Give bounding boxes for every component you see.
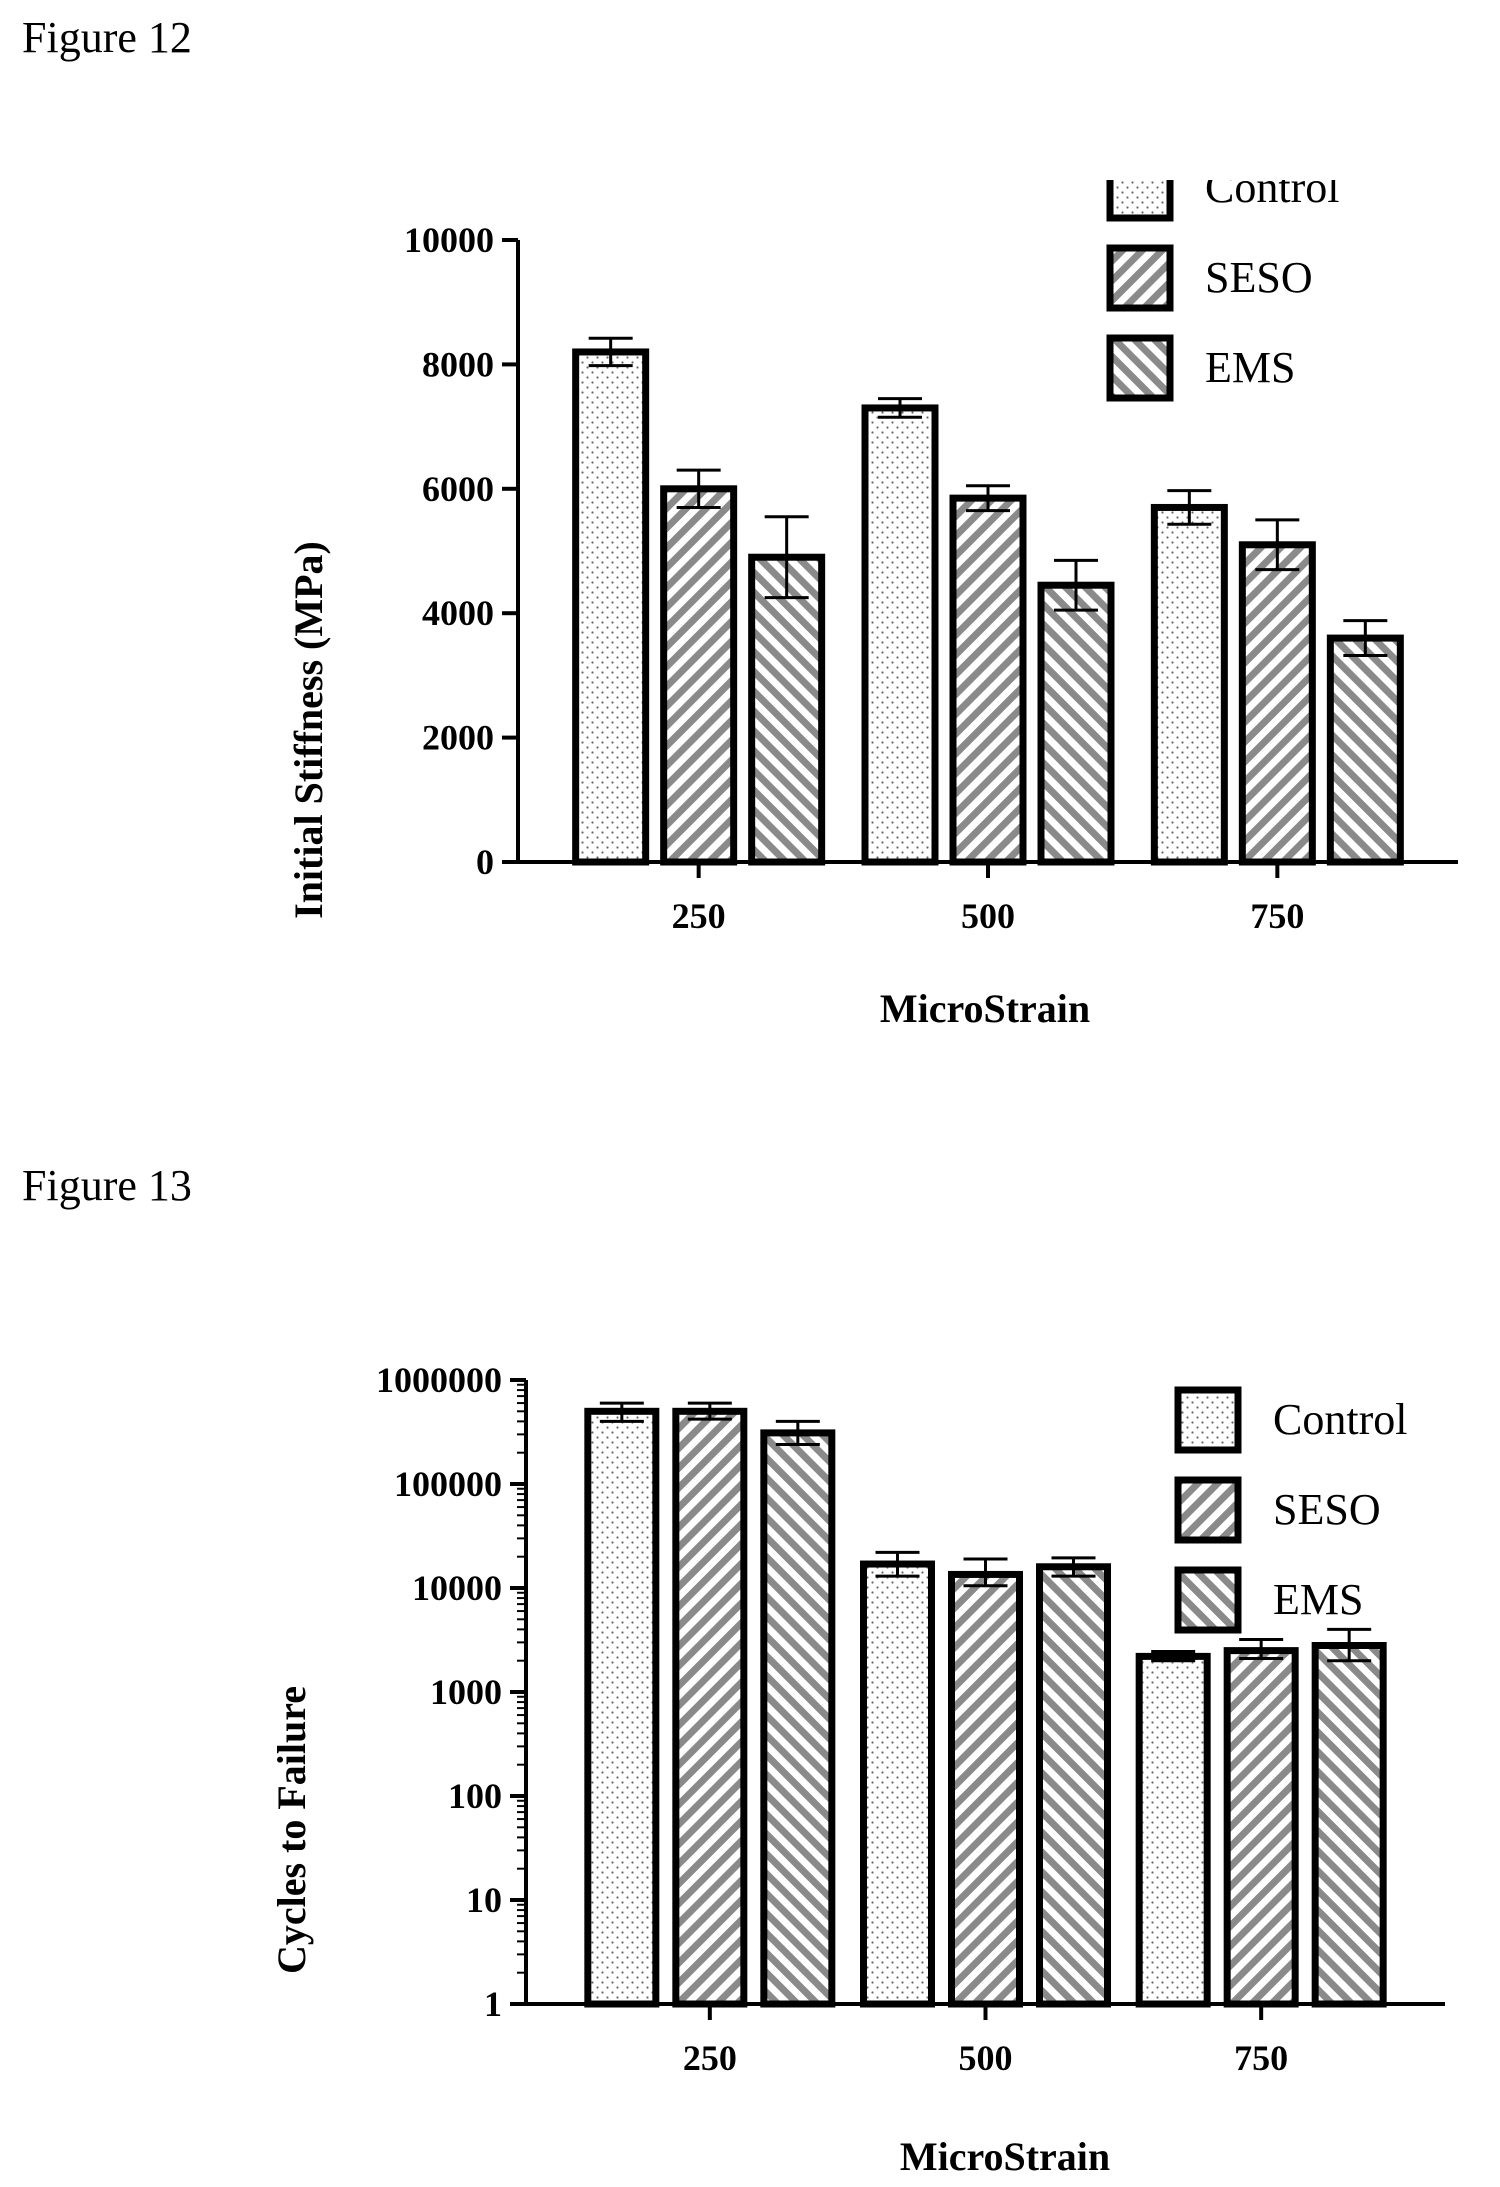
error-bar-ems-500 (1054, 558, 1098, 612)
error-bar-seso-750 (1255, 518, 1300, 572)
y-tick-label-1: 1 (484, 1984, 502, 2024)
error-bar-seso-750 (1239, 1637, 1284, 1660)
bar-control-750 (1150, 503, 1228, 866)
legend-swatch (1106, 334, 1174, 402)
x-tick-label-250: 250 (683, 2038, 737, 2078)
y-tick-label-6000: 6000 (422, 469, 494, 509)
error-bar-control-500 (875, 1550, 920, 1578)
error-bar-ems-750 (1327, 1627, 1372, 1663)
plot-area (584, 1401, 1387, 2008)
bar-ems-250 (748, 553, 826, 866)
y-tick-label-0: 0 (476, 842, 494, 882)
error-bar-seso-500 (966, 484, 1010, 513)
legend-swatch (1174, 1566, 1242, 1634)
error-bar-ems-250 (775, 1419, 820, 1446)
x-tick-label-750: 750 (1250, 896, 1304, 936)
bar-ems-750 (1326, 634, 1404, 866)
bar-ems-250 (760, 1429, 836, 2008)
axes: 1 10 100 1000 10000 100000 1000000 250 500 750 (376, 1360, 1445, 2078)
bar-seso-250 (672, 1407, 748, 2008)
legend-item-ems: EMS (1174, 1566, 1363, 1634)
legend-item-control: Control (1174, 1386, 1407, 1454)
figure-12-label: Figure 12 (22, 13, 192, 62)
bar-control-250 (584, 1407, 660, 2008)
x-axis-title: MicroStrain (880, 986, 1090, 1031)
y-tick-label-2000: 2000 (422, 718, 494, 758)
legend: Control SESO EMS (1174, 1386, 1407, 1634)
figure-13-label: Figure 13 (22, 1161, 192, 1210)
y-tick-label-1000000: 1000000 (376, 1360, 502, 1400)
bar-control-250 (572, 348, 650, 866)
bar-seso-500 (948, 1570, 1023, 2008)
axes: 0 2000 4000 6000 8000 10000 250 500 750 (404, 220, 1458, 936)
y-axis-title: Cycles to Failure (269, 1686, 314, 1974)
y-axis-title: Initial Stiffness (MPa) (286, 541, 331, 919)
y-tick-label-10000: 10000 (404, 220, 494, 260)
legend: Control SESO EMS (1106, 180, 1339, 402)
error-bar-control-250 (588, 336, 633, 368)
legend-label: Control (1273, 1395, 1407, 1444)
plot-area (572, 336, 1404, 866)
error-bar-control-750 (1151, 1650, 1196, 1663)
y-tick-label-8000: 8000 (422, 344, 494, 384)
x-tick-label-750: 750 (1234, 2038, 1288, 2078)
error-bar-control-750 (1167, 489, 1212, 526)
x-tick-label-250: 250 (672, 896, 726, 936)
bar-control-500 (860, 1560, 935, 2008)
y-tick-label-1000: 1000 (430, 1672, 502, 1712)
y-tick-label-10000: 10000 (412, 1568, 502, 1608)
bar-ems-750 (1311, 1641, 1387, 2008)
legend-item-ems: EMS (1106, 334, 1295, 402)
error-bar-ems-500 (1051, 1556, 1096, 1578)
bar-seso-500 (949, 494, 1027, 866)
bar-seso-750 (1238, 541, 1316, 866)
y-tick-label-100000: 100000 (394, 1464, 502, 1504)
error-bar-ems-250 (764, 515, 809, 600)
legend-item-seso: SESO (1106, 244, 1313, 312)
y-tick-label-10: 10 (466, 1880, 502, 1920)
legend-swatch (1106, 180, 1174, 222)
bar-ems-500 (1036, 1563, 1111, 2008)
error-bar-control-250 (599, 1401, 644, 1423)
legend-item-seso: SESO (1174, 1476, 1381, 1544)
bar-seso-250 (660, 485, 738, 866)
legend-label: Control (1205, 180, 1339, 212)
legend-label: EMS (1205, 343, 1295, 392)
bar-seso-750 (1223, 1647, 1299, 2008)
legend-swatch (1106, 244, 1174, 312)
legend-label: SESO (1205, 253, 1313, 302)
x-tick-label-500: 500 (959, 2038, 1013, 2078)
legend-swatch (1174, 1476, 1242, 1544)
chart-initial-stiffness: 0 2000 4000 6000 8000 10000 250 500 750 Control S… (286, 180, 1458, 1031)
y-tick-label-4000: 4000 (422, 593, 494, 633)
y-tick-label-100: 100 (448, 1776, 502, 1816)
bar-control-500 (861, 404, 939, 866)
chart-cycles-to-failure: 1 10 100 1000 10000 100000 1000000 250 500 750 Co… (269, 1360, 1445, 2179)
legend-label: EMS (1273, 1575, 1363, 1624)
error-bar-ems-750 (1343, 619, 1388, 657)
bar-ems-500 (1037, 581, 1115, 866)
error-bar-seso-250 (676, 468, 721, 509)
x-axis-title: MicroStrain (900, 2134, 1110, 2179)
error-bar-seso-250 (687, 1401, 732, 1421)
legend-label: SESO (1273, 1485, 1381, 1534)
bar-control-750 (1135, 1652, 1211, 2008)
legend-item-control: Control (1106, 180, 1339, 222)
x-tick-label-500: 500 (961, 896, 1015, 936)
error-bar-seso-500 (963, 1557, 1008, 1588)
legend-swatch (1174, 1386, 1242, 1454)
error-bar-control-500 (878, 397, 922, 419)
